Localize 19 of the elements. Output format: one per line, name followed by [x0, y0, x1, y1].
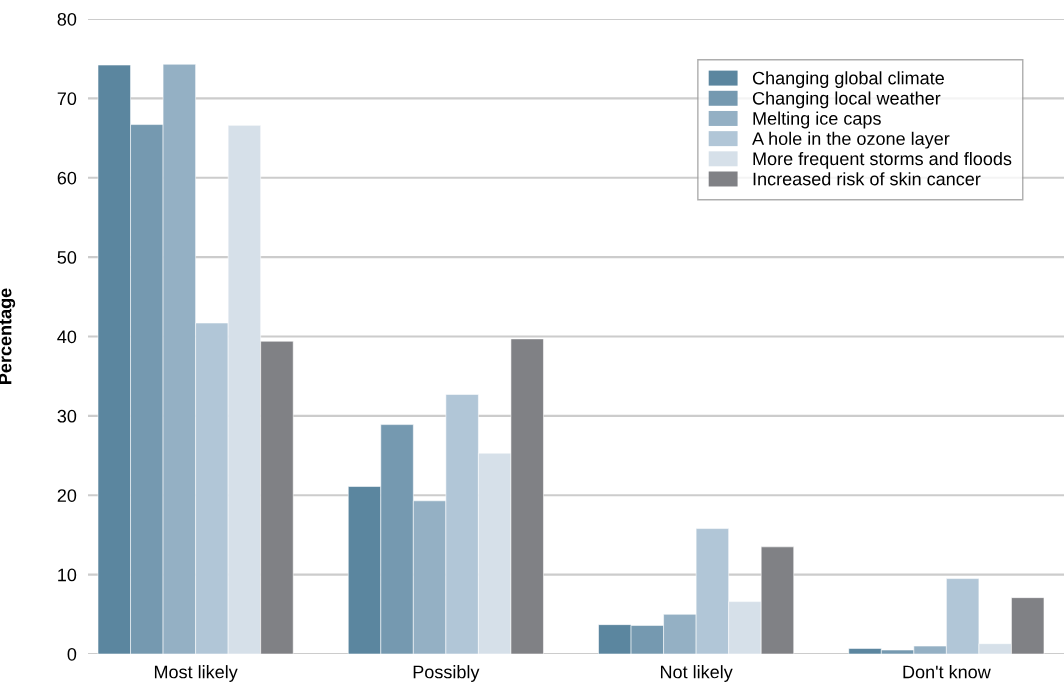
x-tick-label: Possibly	[413, 665, 480, 682]
legend-label: Changing local weather	[752, 91, 941, 109]
y-tick-label: 10	[58, 568, 77, 582]
y-tick-label: 20	[57, 489, 77, 502]
y-tick-label: 40	[57, 330, 77, 344]
y-tick-label: 80	[57, 12, 77, 26]
x-tick-label: Not likely	[660, 665, 733, 682]
legend-label: Melting ice caps	[753, 111, 881, 129]
x-tick-label: Don't know	[903, 665, 991, 679]
y-tick-label: 30	[57, 409, 77, 423]
legend-label: Increased risk of skin cancer	[753, 172, 981, 186]
x-tick-label: Most likely	[154, 665, 238, 682]
y-tick-label: 50	[57, 251, 77, 264]
legend-label: A hole in the ozone layer	[752, 131, 950, 149]
legend-label: More frequent storms and floods	[753, 151, 1012, 169]
y-tick-label: 60	[57, 171, 77, 185]
legend-label: Changing global climate	[752, 71, 944, 89]
y-tick-label: 0	[67, 647, 77, 661]
y-tick-label: 70	[57, 92, 77, 106]
